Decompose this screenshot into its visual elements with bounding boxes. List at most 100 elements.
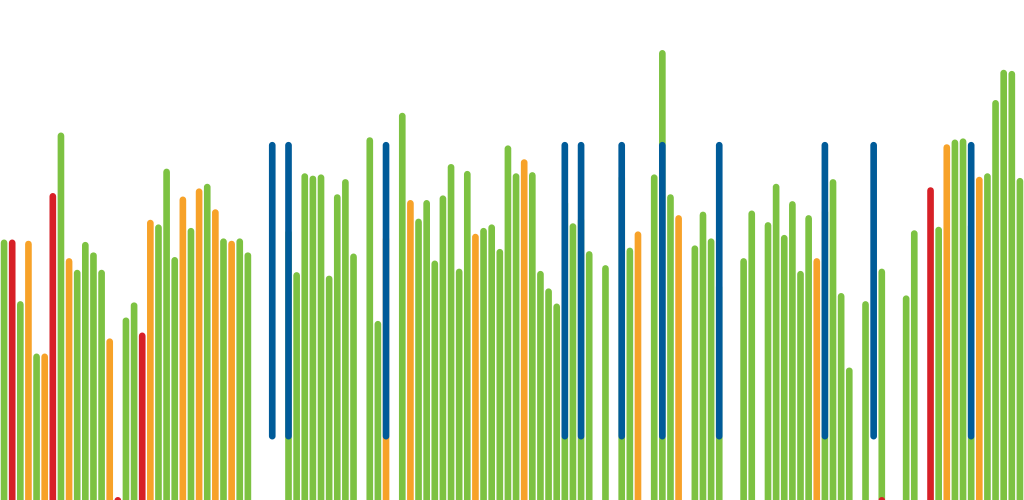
bar <box>244 252 252 500</box>
marker-bar <box>618 141 626 440</box>
bar <box>553 303 561 500</box>
bar <box>333 194 341 500</box>
bar <box>829 179 837 500</box>
bar <box>764 222 772 500</box>
bar <box>415 218 422 500</box>
bar <box>220 238 227 500</box>
bar <box>585 251 593 500</box>
bar <box>163 168 170 500</box>
marker-bar <box>870 141 877 440</box>
bar <box>837 293 845 500</box>
bar <box>569 223 577 500</box>
bar <box>789 201 796 500</box>
bar <box>138 332 146 500</box>
bar <box>805 215 812 500</box>
bar <box>878 268 886 500</box>
bar <box>528 172 536 500</box>
bar <box>959 138 967 500</box>
bar <box>691 245 699 500</box>
bar <box>447 163 455 500</box>
bar <box>155 224 162 500</box>
bar <box>57 132 65 500</box>
bar <box>342 179 349 500</box>
bar <box>41 353 49 500</box>
bar <box>748 210 756 500</box>
bar <box>49 497 57 500</box>
bar <box>203 183 211 500</box>
bar <box>650 174 658 500</box>
bar <box>496 248 504 500</box>
marker-bar <box>561 141 569 440</box>
bar <box>634 231 642 500</box>
bar <box>984 173 991 500</box>
bar <box>772 183 780 500</box>
bar <box>1016 177 1024 500</box>
bar <box>626 247 634 500</box>
bar <box>935 226 942 500</box>
bar <box>122 317 130 500</box>
bar <box>455 268 463 500</box>
bar <box>236 238 244 500</box>
bar <box>472 233 479 500</box>
bar <box>33 353 40 500</box>
bar <box>73 269 81 500</box>
bar <box>431 260 439 500</box>
bar <box>25 240 32 500</box>
bar <box>439 195 447 500</box>
bar <box>398 112 406 500</box>
bar <box>374 320 382 500</box>
bar <box>171 256 179 500</box>
bar <box>309 175 317 500</box>
bar <box>407 200 414 500</box>
bar <box>147 219 154 500</box>
bar <box>301 173 309 500</box>
bar <box>602 265 609 500</box>
bar <box>740 258 747 500</box>
bar <box>845 367 853 500</box>
bar <box>699 211 707 500</box>
bar <box>49 193 57 500</box>
bar <box>951 139 959 500</box>
bar <box>212 209 219 500</box>
bar <box>82 241 89 500</box>
bar <box>293 272 300 500</box>
bar <box>423 200 430 500</box>
bar <box>813 258 821 500</box>
bar <box>910 230 918 500</box>
bar <box>537 270 544 500</box>
bar <box>675 215 682 500</box>
bar <box>992 100 999 500</box>
bar <box>1000 69 1008 500</box>
bar <box>463 170 471 500</box>
bar <box>512 173 520 500</box>
bar <box>65 258 73 500</box>
bar <box>114 497 122 500</box>
bar <box>927 187 934 500</box>
bar <box>520 159 528 500</box>
marker-bar <box>967 141 975 440</box>
bar <box>187 227 195 500</box>
bar <box>350 253 357 500</box>
bar <box>325 275 333 500</box>
bar <box>16 301 24 500</box>
marker-bar <box>821 141 829 440</box>
bar <box>179 196 187 500</box>
bar <box>545 288 552 500</box>
bar <box>228 240 235 500</box>
bar <box>90 252 97 500</box>
bar <box>130 302 138 500</box>
marker-bar <box>715 141 723 440</box>
marker-bar <box>659 141 666 440</box>
bar <box>106 338 114 500</box>
bar <box>317 174 325 500</box>
bar <box>1008 70 1016 500</box>
bar <box>8 239 16 500</box>
bar <box>667 194 674 500</box>
bar <box>707 238 715 500</box>
bar <box>797 270 804 500</box>
marker-bar <box>268 141 276 440</box>
bar <box>862 301 869 500</box>
bar <box>0 239 8 500</box>
